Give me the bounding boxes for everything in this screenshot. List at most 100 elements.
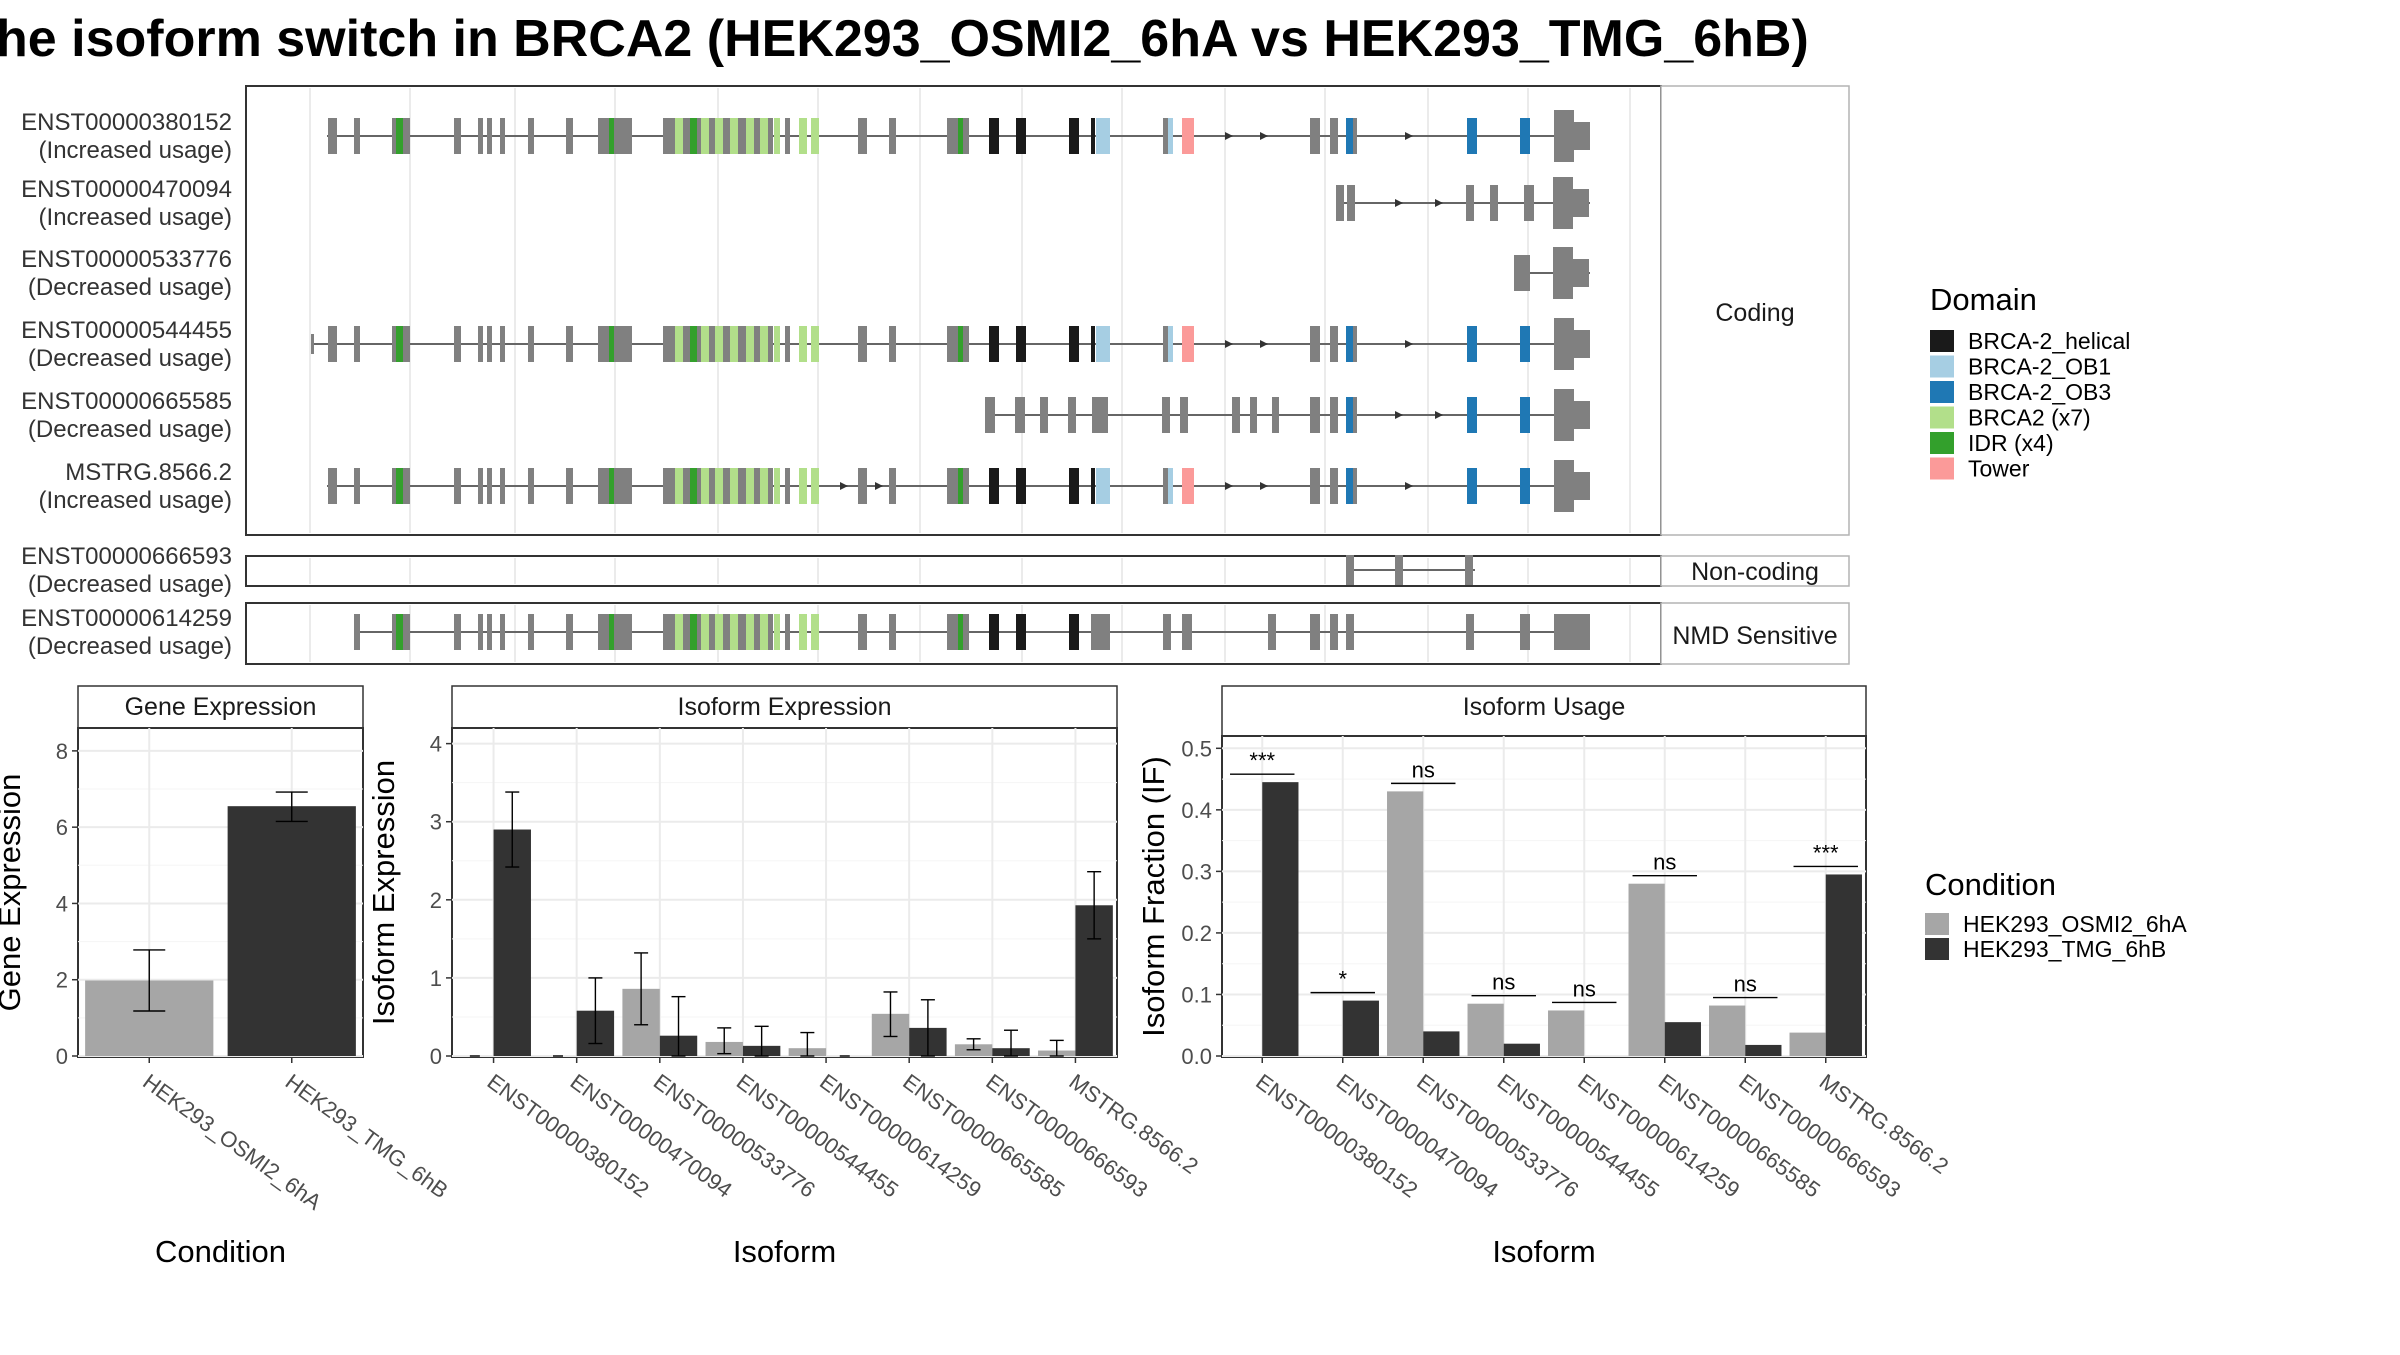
exon [1096, 118, 1110, 154]
y-tick-label: 0 [430, 1044, 442, 1069]
exon [1514, 255, 1524, 291]
transcript-usage-label: (Decreased usage) [28, 345, 232, 372]
exon [396, 326, 403, 362]
transcript-usage-label: (Decreased usage) [28, 274, 232, 301]
y-tick-label: 3 [430, 810, 442, 835]
exon [690, 326, 697, 362]
y-tick-label: 0.0 [1181, 1044, 1212, 1069]
condition-legend-label: HEK293_TMG_6hB [1963, 936, 2166, 962]
exon [609, 614, 614, 650]
exon [1554, 389, 1574, 441]
exon [774, 326, 780, 362]
exon [785, 118, 790, 154]
exon [690, 468, 697, 504]
exon [989, 468, 999, 504]
exon [715, 326, 723, 362]
exon [1168, 468, 1173, 504]
exon [1091, 118, 1095, 154]
exon [454, 614, 461, 650]
exon [354, 614, 360, 650]
x-axis-title: Isoform [1492, 1234, 1595, 1269]
domain-legend-label: BRCA-2_OB3 [1968, 379, 2111, 405]
exon [1346, 326, 1354, 362]
chart-title: Gene Expression [125, 693, 317, 721]
y-tick-label: 8 [56, 739, 68, 764]
exon [609, 118, 614, 154]
exon [598, 468, 632, 504]
transcript-usage-label: (Increased usage) [39, 487, 232, 514]
condition-legend-key [1925, 913, 1949, 935]
exon [774, 468, 780, 504]
transcript-usage-label: (Increased usage) [39, 137, 232, 164]
transcript-id-label: MSTRG.8566.2 [65, 459, 232, 486]
transcript-track-3 [311, 318, 1590, 370]
exon [774, 118, 780, 154]
exon [1520, 118, 1530, 154]
exon [1182, 468, 1194, 504]
exon [1096, 614, 1110, 650]
y-axis-title: Gene Expression [0, 774, 27, 1012]
significance-label: ns [1412, 757, 1435, 782]
exon [1016, 326, 1026, 362]
transcript-track-7 [354, 614, 1590, 650]
condition-legend-title: Condition [1925, 867, 2056, 902]
exon [1554, 110, 1574, 162]
transcript-track-6 [1346, 555, 1475, 585]
exon [1574, 401, 1590, 429]
y-tick-label: 0.3 [1181, 859, 1212, 884]
exon [1573, 259, 1589, 287]
exon [675, 468, 683, 504]
domain-legend-title: Domain [1930, 282, 2037, 317]
exon [958, 468, 963, 504]
exon [454, 326, 461, 362]
exon [1250, 397, 1257, 433]
exon [1490, 185, 1498, 221]
domain-legend: Domain BRCA-2_helicalBRCA-2_OB1BRCA-2_OB3… [1930, 282, 2130, 482]
transcript-id-label: ENST00000614259 [21, 605, 232, 632]
strand-arrow [1405, 132, 1413, 140]
exon [609, 468, 614, 504]
exon [675, 118, 683, 154]
transcript-id-label: ENST00000533776 [21, 246, 232, 273]
exon [1091, 326, 1095, 362]
coding-strip [1660, 85, 1850, 536]
exon [760, 326, 768, 362]
isoform-expression-chart: Isoform Expression01234ENST00000380152EN… [366, 685, 1203, 1269]
exon [958, 326, 963, 362]
transcript-usage-label: (Decreased usage) [28, 416, 232, 443]
exon [328, 468, 337, 504]
exon [354, 326, 360, 362]
exon [1465, 555, 1473, 585]
condition-legend-label: HEK293_OSMI2_6hA [1963, 911, 2187, 937]
strand-arrow [1225, 132, 1233, 140]
y-tick-label: 2 [56, 968, 68, 993]
exon [858, 468, 867, 504]
exon [1163, 326, 1168, 362]
strand-arrow [1405, 482, 1413, 490]
domain-legend-label: IDR (x4) [1968, 430, 2054, 456]
exon [1096, 326, 1110, 362]
exon [478, 326, 483, 362]
exon [1520, 614, 1530, 650]
noncoding-strip [1660, 555, 1850, 587]
bar [1789, 1032, 1826, 1056]
exon [690, 614, 697, 650]
domain-legend-key [1930, 457, 1954, 480]
exon [500, 118, 505, 154]
exon [500, 614, 505, 650]
exon [1180, 397, 1188, 433]
exon [1182, 326, 1194, 362]
exon [1346, 468, 1354, 504]
exon [889, 614, 896, 650]
exon [500, 326, 505, 362]
exon [1524, 185, 1534, 221]
y-tick-label: 1 [430, 966, 442, 991]
exon [811, 468, 819, 504]
exon [1091, 468, 1095, 504]
exon [799, 118, 807, 154]
exon [1554, 460, 1574, 512]
transcript-track-4 [985, 389, 1590, 441]
domain-legend-key [1930, 406, 1954, 429]
exon [1310, 468, 1320, 504]
